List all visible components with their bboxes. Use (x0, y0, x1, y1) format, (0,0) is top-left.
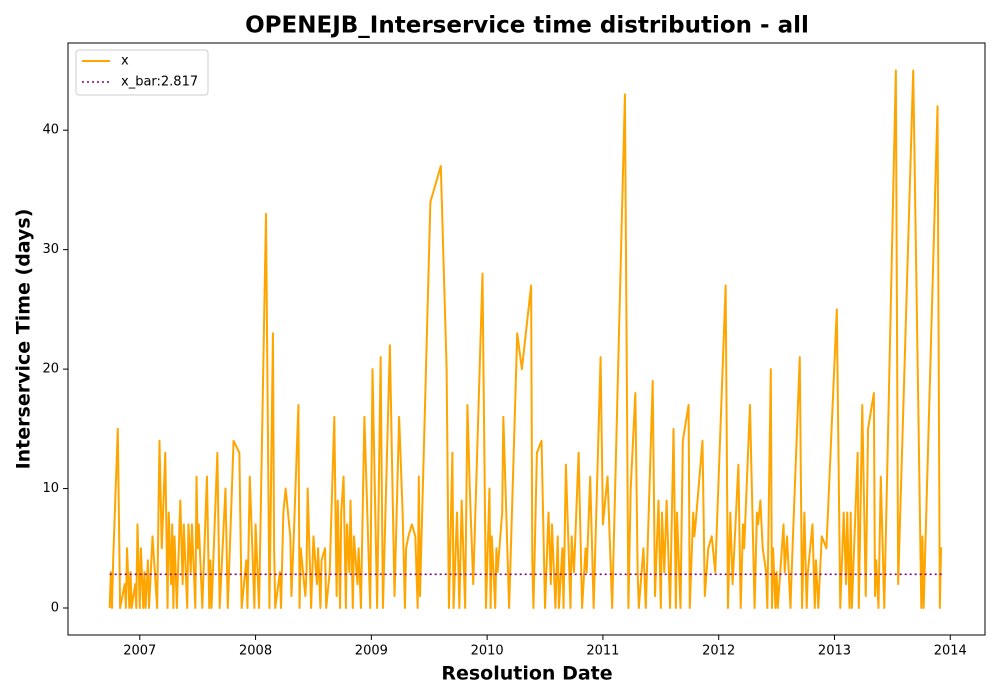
legend-label: x_bar:2.817 (121, 75, 198, 90)
legend-label: x (121, 54, 129, 69)
x-tick-label: 2011 (586, 644, 619, 659)
x-axis-label: Resolution Date (441, 663, 612, 685)
y-axis-label: Interservice Time (days) (13, 209, 35, 470)
x-tick-label: 2013 (818, 644, 851, 659)
y-tick-label: 10 (42, 481, 59, 496)
x-tick-label: 2009 (355, 644, 388, 659)
y-tick-label: 30 (42, 242, 59, 257)
chart-title: OPENEJB_Interservice time distribution -… (245, 13, 809, 39)
x-tick-label: 2007 (123, 644, 156, 659)
y-tick-label: 40 (42, 123, 59, 138)
x-tick-label: 2014 (934, 644, 967, 659)
x-tick-label: 2010 (471, 644, 504, 659)
x-tick-label: 2012 (702, 644, 735, 659)
y-tick-label: 20 (42, 362, 59, 377)
plot-frame (67, 42, 986, 636)
y-tick-label: 0 (51, 601, 59, 616)
x-tick-label: 2008 (239, 644, 272, 659)
series-line (108, 69, 943, 609)
